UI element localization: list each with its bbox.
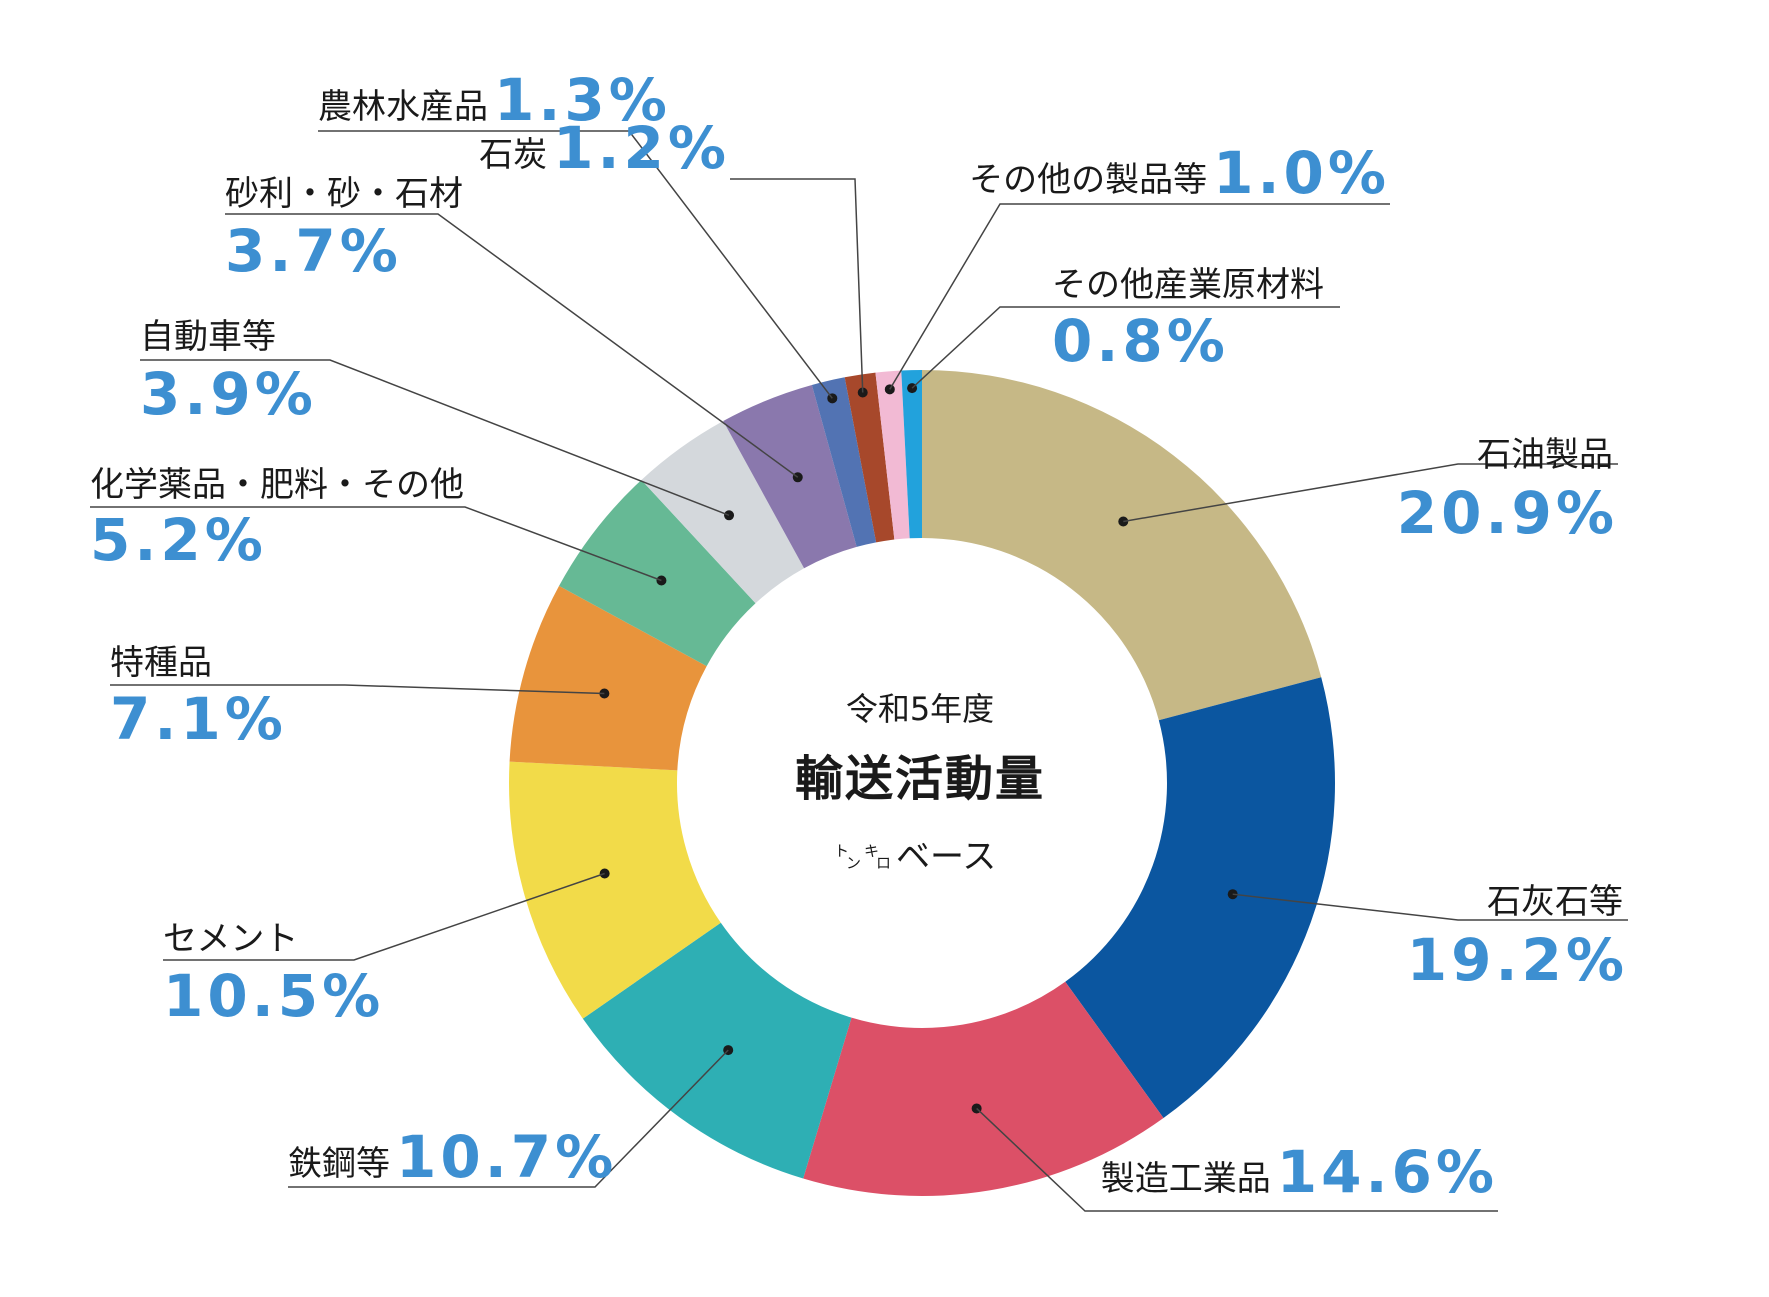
slice-name-6: 特種品: [110, 643, 212, 683]
slice-label-9: 砂利・砂・石材3.7%: [225, 174, 463, 285]
leader-line-8: [140, 359, 730, 516]
slice-3: [803, 981, 1164, 1196]
slice-value-12: 1.0%: [1213, 139, 1390, 207]
slice-label-4: 鉄鋼等 10.7%: [288, 1123, 617, 1191]
leader-line-7: [90, 506, 662, 582]
slice-value-2: 19.2%: [1407, 926, 1628, 994]
slice-name-1: 石油製品: [1477, 435, 1613, 475]
slice-10: [811, 377, 877, 547]
leader-line-12: [889, 203, 1390, 390]
leader-line-11: [730, 178, 864, 393]
slice-value-1: 20.9%: [1397, 479, 1618, 547]
leader-line-2: [1232, 893, 1628, 921]
unit-kana-ki: キ: [864, 842, 879, 860]
leader-line-10: [318, 130, 833, 399]
slice-value-10: 1.3%: [494, 66, 671, 134]
slice-label-12: 1.0%その他の製品等: [969, 139, 1390, 207]
center-caption: 令和5年度 輸送活動量 ト ン キ ロ ベース: [795, 690, 1045, 877]
leader-line-1: [1123, 463, 1618, 523]
slice-7: [559, 479, 756, 667]
slice-label-3: 14.6%製造工業品: [1101, 1138, 1498, 1206]
slice-6: [509, 585, 707, 771]
slice-name-10: 農林水産品: [318, 87, 488, 127]
unit-base: ベース: [896, 837, 996, 877]
center-year: 令和5年度: [846, 690, 994, 728]
slice-name-11: 石炭: [479, 135, 547, 175]
leader-line-13: [911, 306, 1340, 389]
slice-value-11: 1.2%: [553, 114, 730, 182]
slice-name-4: 鉄鋼等: [288, 1144, 390, 1184]
leader-line-3: [976, 1107, 1498, 1212]
leader-line-4: [288, 1049, 729, 1188]
slice-name-12: その他の製品等: [969, 160, 1207, 200]
unit-kana-n: ン: [846, 854, 861, 872]
slice-name-5: セメント: [163, 919, 298, 959]
unit-kana-ro: ロ: [876, 854, 891, 872]
leader-line-5: [163, 872, 605, 961]
slice-11: [844, 372, 895, 543]
slice-5: [508, 761, 721, 1019]
slice-12: [875, 370, 910, 540]
slice-label-10: 農林水産品 1.3%: [318, 66, 671, 134]
slice-name-2: 石灰石等: [1487, 882, 1623, 922]
center-unit: ト ン キ ロ ベース: [834, 837, 996, 877]
slice-value-5: 10.5%: [163, 962, 384, 1030]
slice-value-9: 3.7%: [225, 217, 402, 285]
donut-slices: [508, 370, 1336, 1196]
leader-line-9: [225, 213, 799, 478]
slice-13: [901, 370, 922, 539]
leader-line-6: [110, 684, 605, 695]
slice-value-4: 10.7%: [396, 1123, 617, 1191]
slice-name-8: 自動車等: [140, 317, 276, 357]
unit-kana-to: ト: [834, 842, 849, 860]
slice-value-6: 7.1%: [110, 685, 287, 753]
leader-lines: [90, 130, 1628, 1212]
slice-name-3: 製造工業品: [1101, 1159, 1271, 1199]
slice-value-13: 0.8%: [1052, 307, 1229, 375]
slice-value-8: 3.9%: [140, 360, 317, 428]
slice-name-9: 砂利・砂・石材: [225, 174, 463, 214]
slice-4: [582, 922, 852, 1179]
slice-2: [1065, 677, 1336, 1119]
slice-1: [922, 370, 1322, 721]
slice-name-13: その他産業原材料: [1052, 265, 1324, 305]
slice-label-11: 1.2%石炭: [479, 114, 730, 182]
slice-name-7: 化学薬品・肥料・その他: [90, 465, 464, 505]
slice-9: [723, 384, 857, 569]
slice-value-3: 14.6%: [1277, 1138, 1498, 1206]
slice-value-7: 5.2%: [90, 506, 267, 574]
center-title: 輸送活動量: [795, 751, 1045, 807]
